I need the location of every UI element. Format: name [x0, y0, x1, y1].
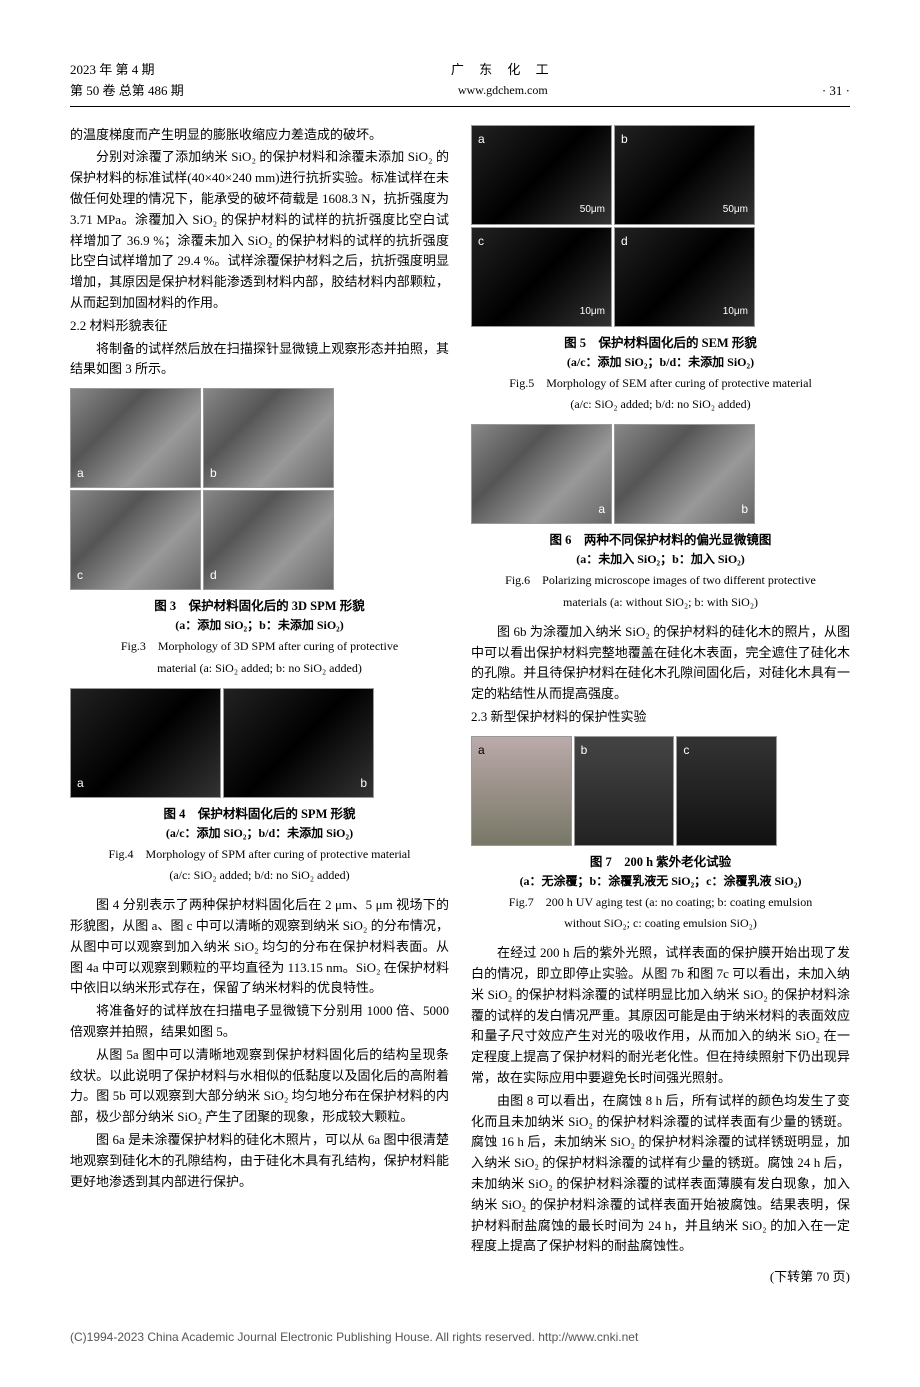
figure-7: a b c 图 7 200 h 紫外老化试验 (a：无涂覆；b：涂覆乳液无 Si… [471, 736, 850, 934]
volume-line: 第 50 卷 总第 486 期 [70, 81, 184, 102]
figure-4-image: a b [70, 688, 374, 798]
issue-line: 2023 年 第 4 期 [70, 60, 184, 81]
figure-6: a b 图 6 两种不同保护材料的偏光显微镜图 (a：未加入 SiO₂；b：加入… [471, 424, 850, 612]
para-salt-test: 由图 8 可以看出，在腐蚀 8 h 后，所有试样的颜色均发生了变化而且未加纳米 … [471, 1091, 850, 1257]
para-fig6a-desc: 图 6a 是未涂覆保护材料的硅化木照片，可以从 6a 图中很清楚地观察到硅化木的… [70, 1130, 449, 1192]
fig3-panel-b: b [203, 388, 334, 488]
para-fig6b-desc: 图 6b 为涂覆加入纳米 SiO₂ 的保护材料的硅化木的照片，从图中可以看出保护… [471, 622, 850, 705]
para-fig4-desc: 图 4 分别表示了两种保护材料固化后在 2 μm、5 μm 视场下的形貌图，从图… [70, 895, 449, 999]
figure-4: a b 图 4 保护材料固化后的 SPM 形貌 (a/c：添加 SiO₂；b/d… [70, 688, 449, 886]
fig3-caption-en-2: material (a: SiO₂ added; b: no SiO₂ adde… [70, 659, 449, 678]
fig7-caption-cn: 图 7 200 h 紫外老化试验 [471, 852, 850, 872]
figure-7-image: a b c [471, 736, 777, 846]
para-spm-intro: 将制备的试样然后放在扫描探针显微镜上观察形态并拍照，其结果如图 3 所示。 [70, 339, 449, 381]
fig7-caption-en-1: Fig.7 200 h UV aging test (a: no coating… [471, 893, 850, 912]
page-footer: (C)1994-2023 China Academic Journal Elec… [70, 1328, 850, 1347]
para-sem-intro: 将准备好的试样放在扫描电子显微镜下分别用 1000 倍、5000 倍观察并拍照，… [70, 1001, 449, 1043]
figure-3: a b c d 图 3 保护材料固化后的 3D SPM 形貌 (a：添加 SiO… [70, 388, 449, 678]
fig5-panel-c: c10μm [471, 227, 612, 327]
figure-6-image: a b [471, 424, 755, 524]
header-center: 广 东 化 工 www.gdchem.com [451, 60, 555, 102]
page-header: 2023 年 第 4 期 第 50 卷 总第 486 期 广 东 化 工 www… [70, 60, 850, 107]
fig5-panel-d: d10μm [614, 227, 755, 327]
fig5-panel-a: a50μm [471, 125, 612, 225]
heading-2-3: 2.3 新型保护材料的保护性实验 [471, 707, 850, 728]
fig3-caption-sub: (a：添加 SiO₂；b：未添加 SiO₂) [70, 616, 449, 635]
fig5-caption-en-2: (a/c: SiO₂ added; b/d: no SiO₂ added) [471, 395, 850, 414]
fig6-panel-a: a [471, 424, 612, 524]
fig3-panel-a: a [70, 388, 201, 488]
header-right: · 31 · [822, 60, 850, 102]
fig4-caption-en-1: Fig.4 Morphology of SPM after curing of … [70, 845, 449, 864]
fig5-caption-cn: 图 5 保护材料固化后的 SEM 形貌 [471, 333, 850, 353]
blank-line [847, 60, 850, 81]
fig6-caption-sub: (a：未加入 SiO₂；b：加入 SiO₂) [471, 550, 850, 569]
para-uv-test: 在经过 200 h 后的紫外光照，试样表面的保护膜开始出现了发白的情况，即立即停… [471, 943, 850, 1089]
page-number: · 31 · [822, 81, 850, 102]
journal-name: 广 东 化 工 [451, 60, 555, 81]
fig5-caption-sub: (a/c：添加 SiO₂；b/d：未添加 SiO₂) [471, 353, 850, 372]
fig4-caption-cn: 图 4 保护材料固化后的 SPM 形貌 [70, 804, 449, 824]
fig3-panel-d: d [203, 490, 334, 590]
fig6-panel-b: b [614, 424, 755, 524]
fig5-panel-b: b50μm [614, 125, 755, 225]
header-left: 2023 年 第 4 期 第 50 卷 总第 486 期 [70, 60, 184, 102]
content-columns: 的温度梯度而产生明显的膨胀收缩应力差造成的破坏。 分别对涂覆了添加纳米 SiO₂… [70, 125, 850, 1288]
fig5-caption-en-1: Fig.5 Morphology of SEM after curing of … [471, 374, 850, 393]
fig7-panel-a: a [471, 736, 572, 846]
fig7-caption-en-2: without SiO₂; c: coating emulsion SiO₂) [471, 914, 850, 933]
fig3-caption-en-1: Fig.3 Morphology of 3D SPM after curing … [70, 637, 449, 656]
figure-5-image: a50μm b50μm c10μm d10μm [471, 125, 755, 327]
para-continuation: 的温度梯度而产生明显的膨胀收缩应力差造成的破坏。 [70, 125, 449, 146]
journal-url: www.gdchem.com [458, 81, 548, 100]
para-flexural-test: 分别对涂覆了添加纳米 SiO₂ 的保护材料和涂覆未添加 SiO₂ 的保护材料的标… [70, 147, 449, 313]
continue-note: (下转第 70 页) [471, 1267, 850, 1288]
fig4-panel-b: b [223, 688, 374, 798]
fig6-caption-cn: 图 6 两种不同保护材料的偏光显微镜图 [471, 530, 850, 550]
fig3-panel-c: c [70, 490, 201, 590]
fig4-caption-en-2: (a/c: SiO₂ added; b/d: no SiO₂ added) [70, 866, 449, 885]
fig6-caption-en-1: Fig.6 Polarizing microscope images of tw… [471, 571, 850, 590]
fig4-panel-a: a [70, 688, 221, 798]
fig3-caption-cn: 图 3 保护材料固化后的 3D SPM 形貌 [70, 596, 449, 616]
fig7-caption-sub: (a：无涂覆；b：涂覆乳液无 SiO₂；c：涂覆乳液 SiO₂) [471, 872, 850, 891]
fig7-panel-c: c [676, 736, 777, 846]
fig7-panel-b: b [574, 736, 675, 846]
figure-5: a50μm b50μm c10μm d10μm 图 5 保护材料固化后的 SEM… [471, 125, 850, 415]
para-fig5-desc: 从图 5a 图中可以清晰地观察到保护材料固化后的结构呈现条纹状。以此说明了保护材… [70, 1045, 449, 1128]
heading-2-2: 2.2 材料形貌表征 [70, 316, 449, 337]
fig4-caption-sub: (a/c：添加 SiO₂；b/d：未添加 SiO₂) [70, 824, 449, 843]
figure-3-image: a b c d [70, 388, 334, 590]
fig6-caption-en-2: materials (a: without SiO₂; b: with SiO₂… [471, 593, 850, 612]
